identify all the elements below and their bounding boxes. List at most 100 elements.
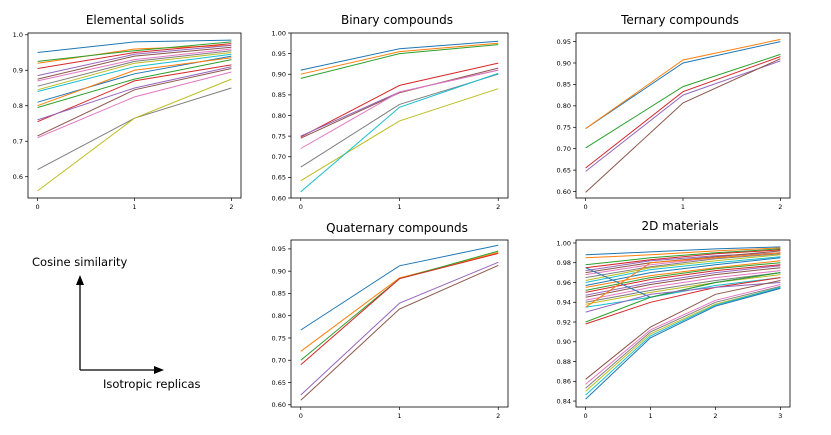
y-tick-label: 0.65 [272, 379, 286, 387]
series-line-19 [585, 274, 781, 305]
y-tick-label: 0.75 [272, 334, 286, 342]
plot-area: 0 1 2 0.60 0.65 0.70 0.75 0.80 0.85 0.90 0.95 [272, 239, 509, 420]
y-tick-label: 0.9 [13, 67, 23, 75]
series-line-3 [585, 248, 781, 266]
y-tick-label: 0.70 [272, 153, 286, 161]
y-tick-label: 0.75 [272, 132, 286, 140]
y-tick-label: 1.00 [557, 239, 571, 247]
y-tick-label: 0.8 [13, 102, 23, 110]
y-tick-label: 0.70 [272, 357, 286, 365]
series-line-14 [37, 64, 232, 123]
y-tick-label: 0.65 [557, 166, 571, 174]
y-tick-label: 0.90 [557, 338, 571, 346]
panel-ternary-compounds: Ternary compounds 0 1 2 0.60 0.65 0.70 0.75 0.8… [557, 13, 791, 211]
series-line-30 [585, 286, 781, 396]
y-tick-label: 1.0 [13, 31, 23, 39]
panel-title: Quaternary compounds [326, 221, 468, 235]
x-tick-label: 0 [299, 412, 303, 420]
series-line-14 [585, 264, 781, 293]
series-line-9 [300, 88, 499, 182]
series-line-7 [300, 69, 499, 149]
y-tick-label: 0.86 [557, 378, 571, 386]
y-tick-label: 0.70 [557, 145, 571, 153]
series-line-4 [585, 249, 781, 269]
legend-y-arrowhead-icon [76, 275, 84, 285]
series-line-15 [37, 66, 232, 121]
plot-area: 0 1 2 0.6 0.7 0.8 0.9 1.0 [13, 31, 242, 211]
series-line-2 [300, 252, 499, 352]
series-line-3 [300, 44, 499, 79]
axes-frame [27, 32, 242, 199]
series-line-10 [300, 72, 499, 193]
y-tick-label: 0.80 [272, 112, 286, 120]
series-line-19 [37, 78, 232, 192]
x-tick-label: 0 [584, 203, 588, 211]
panel-elemental-solids: Elemental solids 0 1 2 0.6 0.7 0.8 0.9 1.0 [13, 13, 242, 211]
series-line-11 [585, 257, 781, 286]
series-line-31 [585, 287, 781, 400]
series-line-10 [585, 256, 781, 283]
legend-xlabel: Isotropic replicas [103, 377, 201, 391]
panel-title: 2D materials [641, 219, 718, 233]
panel-title: Binary compounds [341, 13, 453, 27]
x-tick-label: 2 [229, 203, 233, 211]
series-line-13 [585, 262, 781, 291]
y-tick-label: 0.84 [557, 397, 571, 405]
plot-area: 0 1 2 0.60 0.65 0.70 0.75 0.80 0.85 0.90 0.95 1.00 [272, 29, 509, 211]
series-line-16 [585, 267, 781, 298]
y-tick-label: 0.90 [272, 71, 286, 79]
x-tick-label: 3 [778, 412, 782, 420]
series-line-8 [37, 50, 232, 87]
series-line-1 [37, 39, 232, 53]
series-line-23 [585, 272, 781, 323]
series-line-6 [300, 67, 499, 139]
legend-ylabel: Cosine similarity [32, 255, 128, 269]
axes-frame [575, 239, 791, 408]
x-tick-label: 2 [496, 203, 500, 211]
series-line-18 [585, 272, 781, 303]
y-tick-label: 0.94 [557, 299, 571, 307]
series-line-3 [585, 53, 781, 149]
series-line-6 [37, 46, 232, 80]
y-tick-label: 0.96 [557, 279, 571, 287]
series-line-8 [585, 253, 781, 279]
series-line-4 [585, 56, 781, 169]
y-tick-label: 1.00 [272, 29, 286, 37]
axes-frame [290, 32, 509, 199]
series-line-17 [37, 71, 232, 139]
y-tick-label: 0.98 [557, 259, 571, 267]
y-tick-label: 0.6 [13, 173, 23, 181]
panel-binary-compounds: Binary compounds 0 1 2 0.60 0.65 0.70 0.75 0.80… [272, 13, 509, 211]
series-line-6 [300, 264, 499, 401]
series-line-5 [585, 60, 781, 172]
y-tick-label: 0.95 [557, 38, 571, 46]
y-tick-label: 0.85 [272, 290, 286, 298]
series-line-25 [585, 282, 781, 313]
series-line-27 [585, 284, 781, 385]
x-tick-label: 2 [713, 412, 717, 420]
y-tick-label: 0.95 [272, 245, 286, 253]
x-tick-label: 0 [299, 203, 303, 211]
series-line-3 [300, 250, 499, 361]
y-tick-label: 0.90 [557, 59, 571, 67]
series-line-16 [37, 68, 232, 137]
y-tick-label: 0.80 [272, 312, 286, 320]
series-line-1 [300, 40, 499, 71]
y-tick-label: 0.95 [272, 50, 286, 58]
series-line-24 [585, 277, 781, 325]
x-tick-label: 2 [778, 203, 782, 211]
panel-quaternary-compounds: Quaternary compounds 0 1 2 0.60 0.65 0.70 0.75… [272, 221, 509, 420]
x-tick-label: 0 [584, 412, 588, 420]
series-line-1 [585, 246, 781, 256]
y-tick-label: 0.92 [557, 318, 571, 326]
series-line-12 [37, 57, 232, 107]
x-tick-label: 1 [648, 412, 652, 420]
plot-area: 0 1 2 3 0.84 0.86 0.88 0.90 0.92 0.94 0.96 0.98 1.00 [557, 239, 791, 420]
axes-frame [290, 239, 509, 408]
series-line-20 [585, 277, 781, 308]
y-tick-label: 0.60 [557, 188, 571, 196]
series-line-7 [37, 48, 232, 82]
x-tick-label: 1 [397, 203, 401, 211]
series-line-17 [585, 270, 781, 301]
series-line-15 [585, 265, 781, 296]
